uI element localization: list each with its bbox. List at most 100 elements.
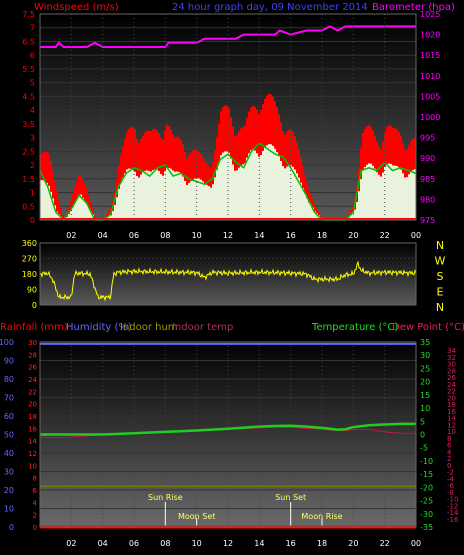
- wind-bar: [298, 177, 300, 220]
- temp-tick-label: 30: [420, 351, 430, 360]
- wind-bar: [392, 165, 394, 220]
- wind-bar: [110, 215, 112, 220]
- panel-border: [39, 341, 417, 528]
- wind-bar: [84, 200, 86, 220]
- dew-tick-label: 0: [447, 462, 451, 470]
- baro-tick-label: 1025: [420, 10, 440, 19]
- gust-bar: [52, 170, 54, 220]
- temperature-axis-label: Temperature (°C): [311, 322, 398, 333]
- compass-label: S: [437, 270, 444, 283]
- wind-bar: [268, 144, 270, 220]
- wind-bar: [138, 177, 140, 220]
- dew-tick-label: 6: [447, 442, 452, 450]
- hour-tick-label: 18: [317, 231, 327, 240]
- compass-label: W: [435, 255, 446, 268]
- wind-bar: [148, 170, 150, 220]
- wind-bar: [260, 155, 262, 220]
- indoor-hum-label: Indoor hum: [120, 322, 178, 333]
- wind-bar: [160, 174, 162, 220]
- wind-bar: [272, 145, 274, 220]
- wind-bar: [72, 207, 74, 220]
- wind-bar: [126, 169, 128, 220]
- wind-bar: [56, 211, 58, 220]
- wind-bar: [218, 162, 220, 220]
- wind-bar: [278, 156, 280, 220]
- hour-tick-label: 06: [129, 539, 139, 548]
- wind-bar: [238, 167, 240, 220]
- dew-tick-label: 12: [447, 421, 456, 429]
- wind-bar: [290, 165, 292, 220]
- wind-bar: [80, 194, 82, 220]
- wind-bar: [54, 205, 56, 220]
- temp-tick-label: -25: [420, 497, 433, 506]
- wind-tick-label: 2.5: [22, 147, 35, 156]
- temp-tick-label: -20: [420, 483, 433, 492]
- wind-bar: [400, 169, 402, 220]
- wind-bar: [356, 201, 358, 220]
- dew-tick-label: -14: [447, 509, 459, 517]
- wind-tick-label: 5: [30, 79, 35, 88]
- panel-temp-hum: [40, 338, 416, 528]
- wind-bar: [130, 168, 132, 220]
- wind-bar: [188, 183, 190, 220]
- wind-bar: [76, 199, 78, 220]
- wind-bar: [388, 163, 390, 220]
- wind-bar: [128, 168, 130, 220]
- humidity-tick-label: 10: [4, 505, 14, 514]
- rain-tick-label: 12: [28, 450, 37, 458]
- wind-bar: [314, 211, 316, 220]
- wind-bar: [68, 214, 70, 220]
- baro-tick-label: 990: [420, 154, 435, 163]
- wind-bar: [310, 204, 312, 220]
- wind-bar: [232, 164, 234, 220]
- humidity-tick-label: 90: [4, 357, 14, 366]
- rain-tick-label: 28: [28, 351, 37, 359]
- baro-tick-label: 1020: [420, 31, 440, 40]
- wind-bar: [74, 203, 76, 220]
- rain-tick-label: 10: [28, 462, 37, 470]
- wind-tick-label: 6: [30, 51, 35, 60]
- wind-bar: [164, 171, 166, 220]
- hour-tick-label: 00: [411, 539, 421, 548]
- rain-tick-label: 16: [28, 425, 37, 433]
- gust-bar: [60, 207, 62, 220]
- wind-bar: [176, 171, 178, 220]
- wind-bar: [390, 163, 392, 220]
- gust-bar: [112, 200, 114, 220]
- hour-tick-label: 14: [254, 539, 264, 548]
- hour-tick-label: 20: [348, 231, 358, 240]
- wind-bar: [50, 191, 52, 220]
- wind-bar: [364, 167, 366, 220]
- wind-bar: [172, 170, 174, 220]
- temp-tick-label: -5: [420, 444, 428, 453]
- wind-bar: [136, 176, 138, 220]
- hour-tick-label: 04: [98, 539, 108, 548]
- wind-bar: [360, 179, 362, 220]
- wind-bar: [230, 158, 232, 220]
- wind-bar: [204, 183, 206, 220]
- humidity-tick-label: 60: [4, 412, 14, 421]
- wind-bar: [264, 147, 266, 220]
- wind-bar: [226, 151, 228, 220]
- humidity-tick-label: 40: [4, 449, 14, 458]
- wind-bar: [288, 165, 290, 220]
- dew-tick-label: 14: [447, 415, 456, 423]
- wind-bar: [306, 198, 308, 220]
- rain-tick-label: 18: [28, 413, 37, 421]
- gust-bar: [62, 215, 64, 220]
- temp-tick-label: 5: [420, 417, 425, 426]
- barometer-axis-label: Barometer (hpa): [372, 2, 455, 13]
- wind-bar: [250, 150, 252, 220]
- wind-bar: [132, 169, 134, 220]
- hour-tick-label: 06: [129, 231, 139, 240]
- wind-bar: [212, 184, 214, 220]
- wind-bar: [258, 156, 260, 220]
- dir-tick-label: 360: [22, 239, 37, 248]
- dew-tick-label: -16: [447, 516, 459, 524]
- wind-bar: [358, 191, 360, 220]
- hour-tick-label: 00: [411, 231, 421, 240]
- wind-tick-label: 3: [30, 134, 35, 143]
- wind-bar: [208, 186, 210, 220]
- wind-bar: [168, 167, 170, 220]
